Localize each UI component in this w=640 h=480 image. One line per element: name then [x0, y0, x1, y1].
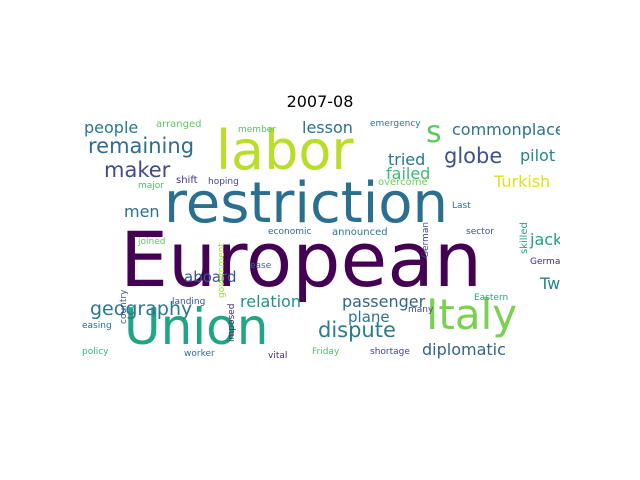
word-last: Last: [452, 201, 471, 211]
word-plane: plane: [348, 308, 390, 326]
word-passenger: passenger: [342, 292, 426, 311]
word-friday: Friday: [312, 347, 340, 357]
word-turkish: Turkish: [494, 172, 551, 191]
word-two: Two: [540, 274, 560, 293]
word-aboard: aboard: [184, 268, 237, 286]
word-failed: failed: [386, 164, 431, 183]
word-pilot: pilot: [520, 146, 556, 165]
word-hoping: hoping: [208, 177, 239, 187]
word-diplomatic: diplomatic: [422, 340, 506, 359]
word-worker: worker: [184, 349, 215, 359]
word-shift: shift: [176, 175, 198, 186]
word-easing: easing: [82, 321, 112, 331]
word-many: many: [408, 305, 434, 315]
word-men: men: [124, 202, 160, 221]
word-major: major: [138, 181, 164, 191]
word-s: s: [426, 118, 442, 150]
word-policy: policy: [82, 347, 109, 357]
word-skilled: skilled: [519, 222, 530, 254]
word-commonplace: commonplace: [452, 120, 560, 139]
word-announced: announced: [332, 227, 388, 238]
word-germany: Germany: [530, 257, 560, 267]
word-overcome: overcome: [378, 177, 428, 188]
word-member: member: [238, 125, 277, 135]
word-people: people: [84, 118, 139, 137]
word-cloud: European restriction labor Union Italy s…: [80, 118, 560, 364]
word-restriction: restriction: [164, 171, 449, 236]
word-vital: vital: [268, 351, 288, 361]
word-economic: economic: [268, 227, 312, 237]
word-relation: relation: [240, 292, 301, 311]
word-tried: tried: [388, 150, 426, 169]
word-imposed: imposed: [227, 303, 237, 342]
word-emergency: emergency: [370, 119, 421, 129]
word-dispute: dispute: [318, 318, 396, 342]
chart-title: 2007-08: [286, 92, 354, 111]
word-jack: jack: [530, 230, 560, 249]
word-government: government: [217, 243, 227, 298]
word-remaining: remaining: [88, 134, 195, 158]
word-union: Union: [124, 298, 269, 356]
word-labor: labor: [216, 119, 354, 182]
word-globe: globe: [444, 144, 503, 168]
word-lesson: lesson: [302, 118, 353, 137]
word-ease: ease: [250, 261, 272, 271]
word-eastern: Eastern: [474, 293, 509, 303]
word-italy: Italy: [426, 290, 518, 339]
word-german: German: [421, 221, 431, 258]
word-country: country: [119, 289, 129, 324]
word-joined: joined: [138, 237, 166, 247]
word-maker: maker: [104, 158, 171, 182]
word-landing: landing: [172, 297, 206, 307]
word-shortage: shortage: [370, 347, 410, 357]
word-sector: sector: [466, 227, 494, 237]
word-european: European: [120, 215, 483, 304]
word-arranged: arranged: [156, 119, 202, 130]
word-geography: geography: [90, 298, 193, 320]
